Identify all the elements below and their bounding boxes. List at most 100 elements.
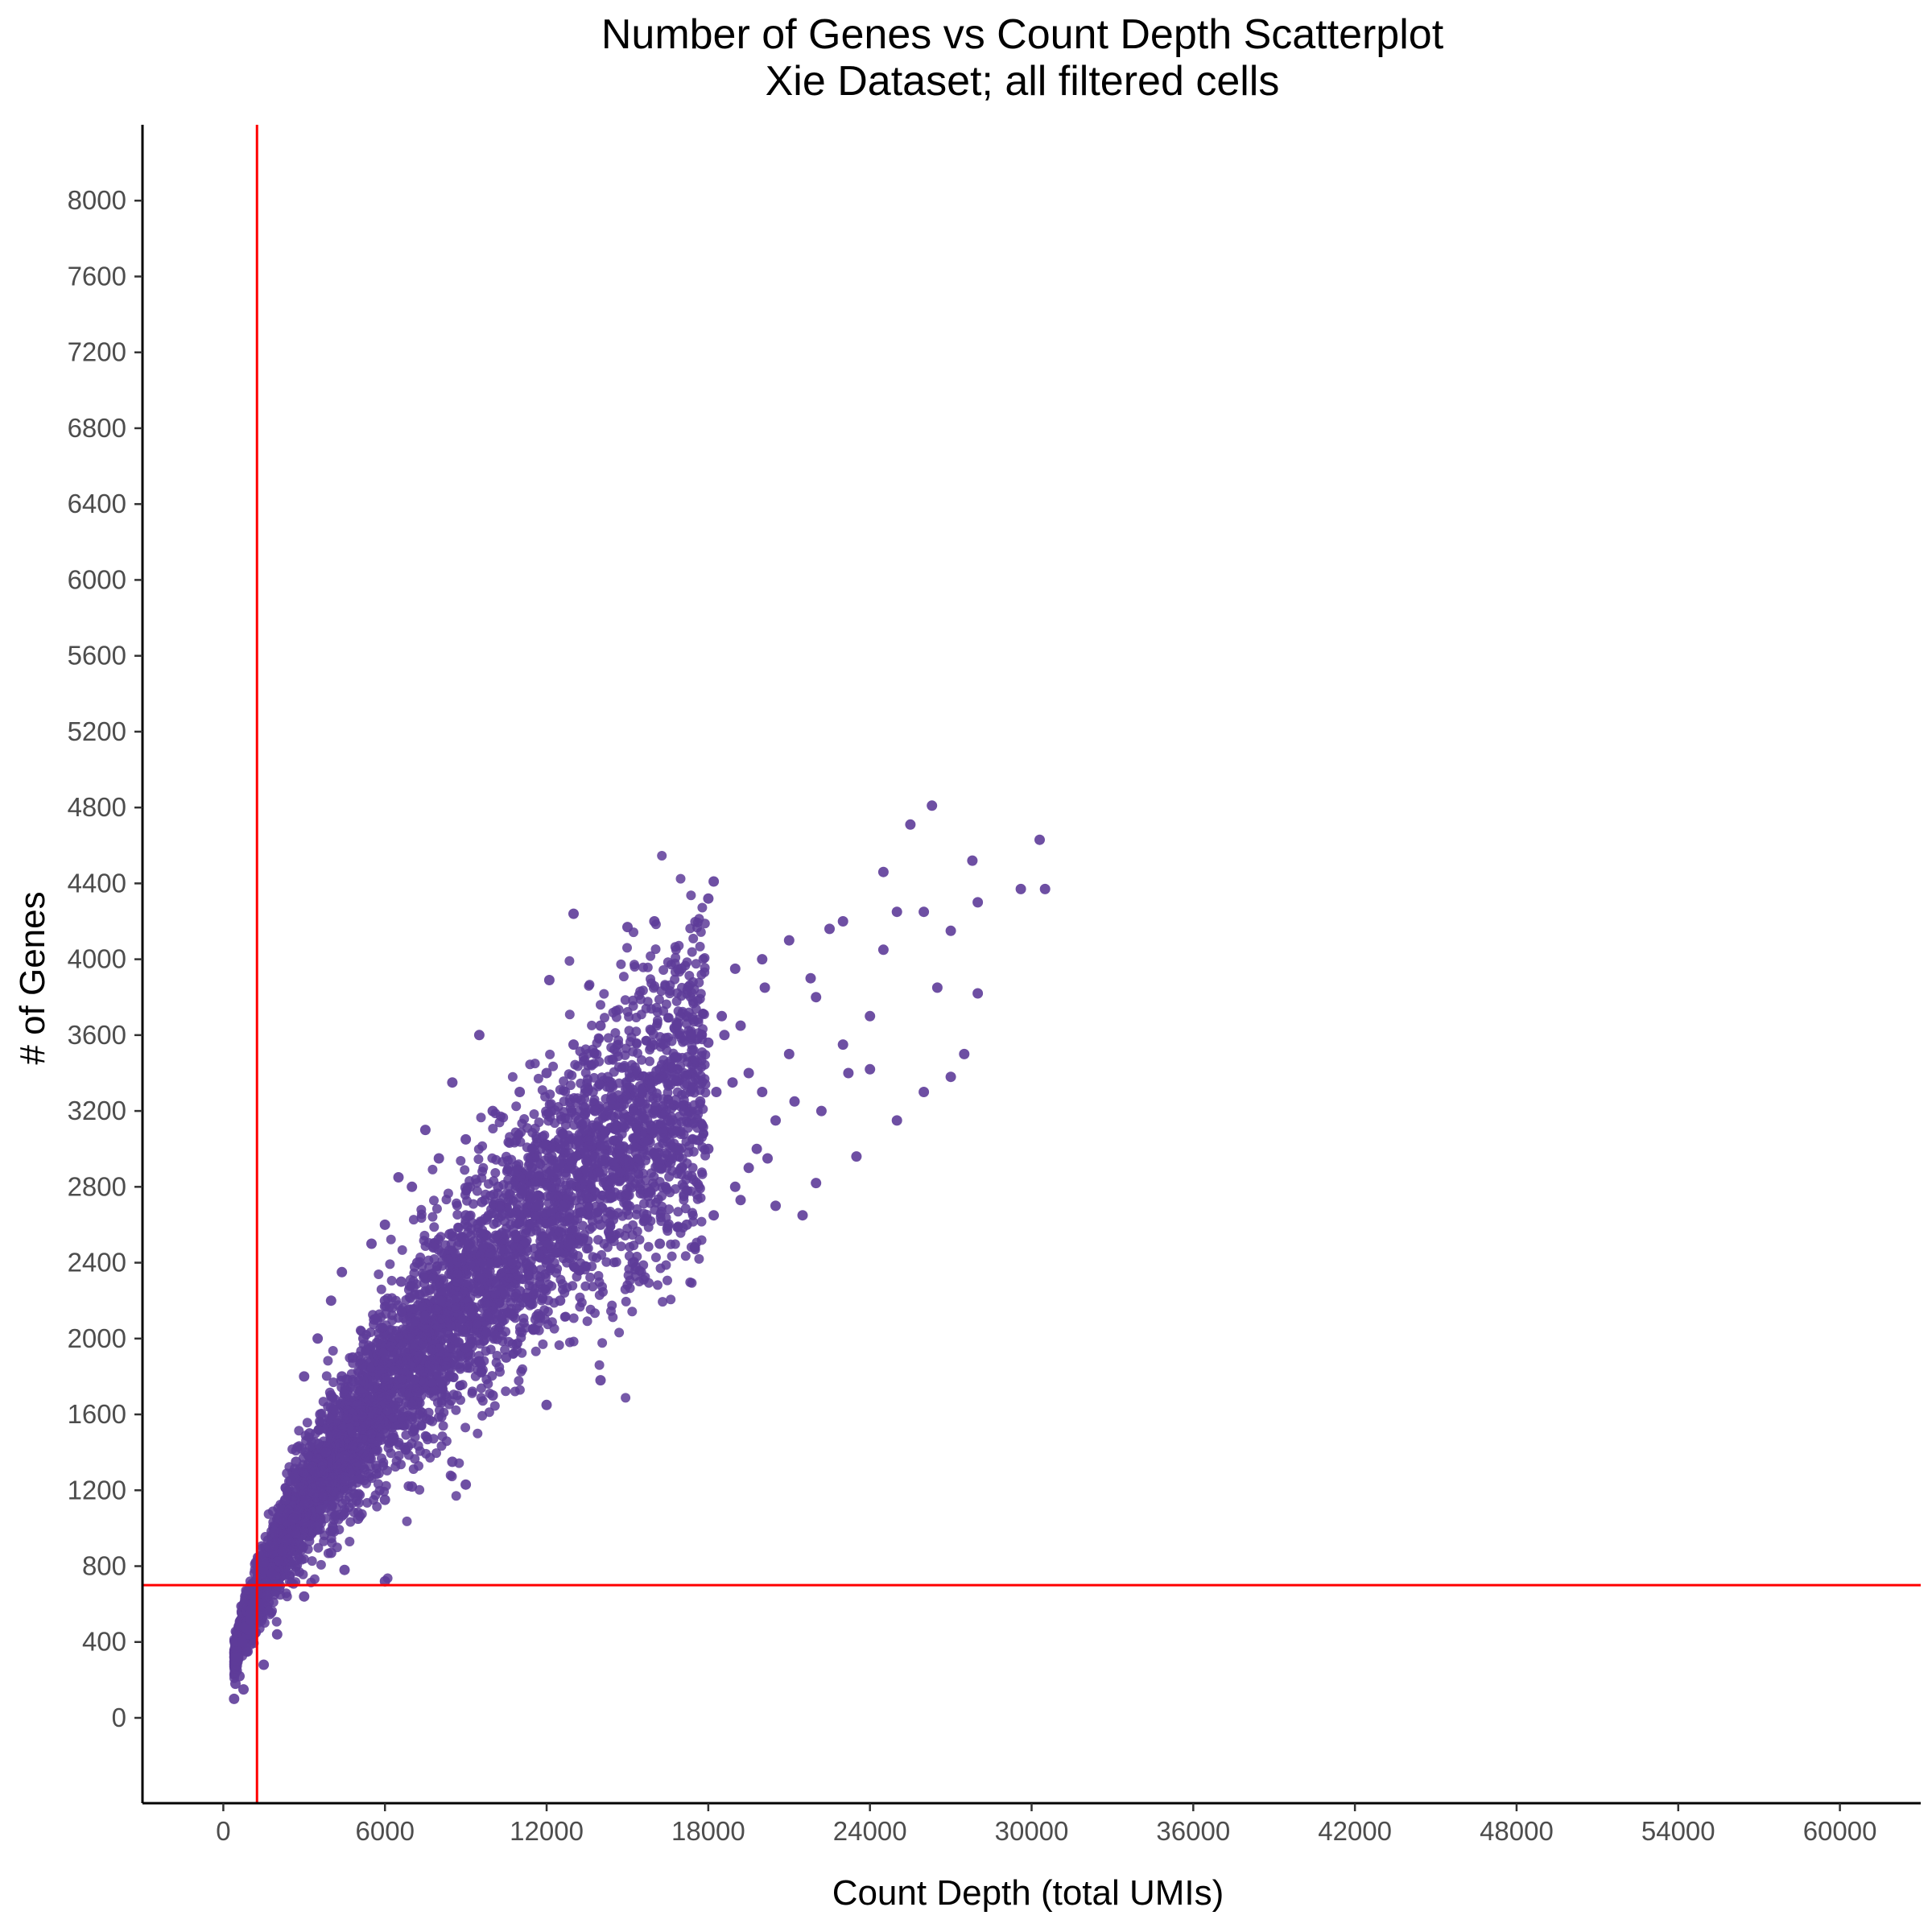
data-point — [579, 1175, 589, 1186]
data-point — [430, 1385, 440, 1396]
data-point — [348, 1440, 358, 1451]
data-point — [568, 1336, 579, 1347]
data-point — [692, 918, 703, 927]
data-point — [452, 1198, 461, 1208]
data-point — [597, 1338, 608, 1348]
data-point — [530, 1176, 541, 1187]
data-point — [560, 1311, 571, 1322]
data-point — [679, 1182, 689, 1192]
data-point — [679, 1080, 690, 1090]
data-point — [625, 1275, 635, 1286]
data-point — [653, 1280, 663, 1290]
data-point — [340, 1385, 350, 1396]
data-point — [578, 1102, 588, 1112]
data-point — [545, 1049, 555, 1059]
data-point — [302, 1418, 312, 1428]
data-point — [667, 1103, 677, 1113]
data-point — [410, 1432, 420, 1443]
data-point — [443, 1188, 453, 1199]
data-point — [638, 1216, 649, 1227]
data-point — [685, 1277, 696, 1287]
data-point — [688, 933, 699, 943]
data-point — [531, 1311, 542, 1321]
data-point — [445, 1470, 456, 1480]
data-point — [654, 994, 664, 1005]
data-point — [662, 1184, 672, 1195]
data-point — [489, 1401, 500, 1411]
data-point — [583, 1074, 592, 1084]
data-point — [321, 1503, 332, 1513]
data-point — [491, 1278, 502, 1289]
data-point — [490, 1289, 501, 1299]
data-point — [386, 1275, 397, 1286]
data-point — [594, 1360, 605, 1370]
data-point — [537, 1085, 547, 1096]
data-point — [333, 1514, 344, 1525]
data-point — [451, 1491, 461, 1501]
data-point — [268, 1597, 279, 1608]
data-point — [492, 1351, 502, 1360]
data-point — [511, 1101, 522, 1112]
data-point — [587, 1020, 597, 1030]
data-point — [495, 1367, 505, 1377]
data-point — [397, 1414, 407, 1424]
data-point — [696, 989, 706, 999]
data-point — [419, 1323, 430, 1333]
data-point — [671, 996, 682, 1006]
data-point — [681, 1071, 691, 1081]
data-point — [485, 1258, 495, 1269]
data-point — [455, 1381, 465, 1391]
data-point — [472, 1178, 482, 1188]
data-point — [585, 1272, 596, 1282]
data-point — [476, 1383, 486, 1393]
data-point — [536, 1295, 547, 1306]
data-point — [650, 1253, 661, 1262]
data-point — [321, 1371, 332, 1381]
data-point — [386, 1341, 396, 1352]
data-point — [309, 1574, 320, 1584]
data-point — [427, 1378, 438, 1388]
data-point — [671, 1095, 681, 1104]
data-point — [451, 1302, 461, 1313]
data-point — [431, 1448, 441, 1459]
data-point — [575, 1302, 585, 1312]
data-point — [666, 1294, 676, 1305]
data-point — [663, 957, 673, 968]
data-point — [465, 1293, 476, 1303]
data-point — [446, 1239, 456, 1249]
data-point — [613, 1005, 624, 1015]
data-point — [680, 1251, 691, 1261]
data-point — [555, 1159, 565, 1170]
data-point — [606, 1042, 617, 1053]
data-point — [427, 1164, 438, 1174]
data-point — [507, 1071, 518, 1082]
data-point — [444, 1370, 455, 1381]
data-point — [505, 1211, 515, 1221]
data-point — [502, 1166, 512, 1177]
data-point — [638, 1208, 649, 1219]
data-point — [690, 1055, 700, 1065]
data-point — [671, 1076, 681, 1087]
data-point — [420, 1241, 431, 1251]
data-point — [547, 1150, 557, 1161]
data-point — [282, 1468, 292, 1479]
data-point — [259, 1618, 270, 1628]
data-point — [600, 1127, 610, 1137]
data-point — [460, 1236, 471, 1245]
data-point — [370, 1446, 381, 1456]
data-point — [585, 1304, 596, 1315]
data-point — [412, 1354, 423, 1364]
data-point — [581, 1244, 592, 1254]
data-point — [696, 1167, 707, 1178]
data-point — [603, 1033, 613, 1043]
data-point — [671, 1184, 680, 1194]
data-point — [408, 1282, 419, 1292]
data-point — [545, 1089, 555, 1100]
data-point — [611, 1257, 621, 1267]
data-point — [629, 1241, 639, 1251]
data-point — [516, 1189, 526, 1199]
data-point — [345, 1537, 355, 1546]
data-point — [538, 1131, 547, 1141]
data-point — [490, 1168, 501, 1178]
data-point — [646, 951, 656, 961]
